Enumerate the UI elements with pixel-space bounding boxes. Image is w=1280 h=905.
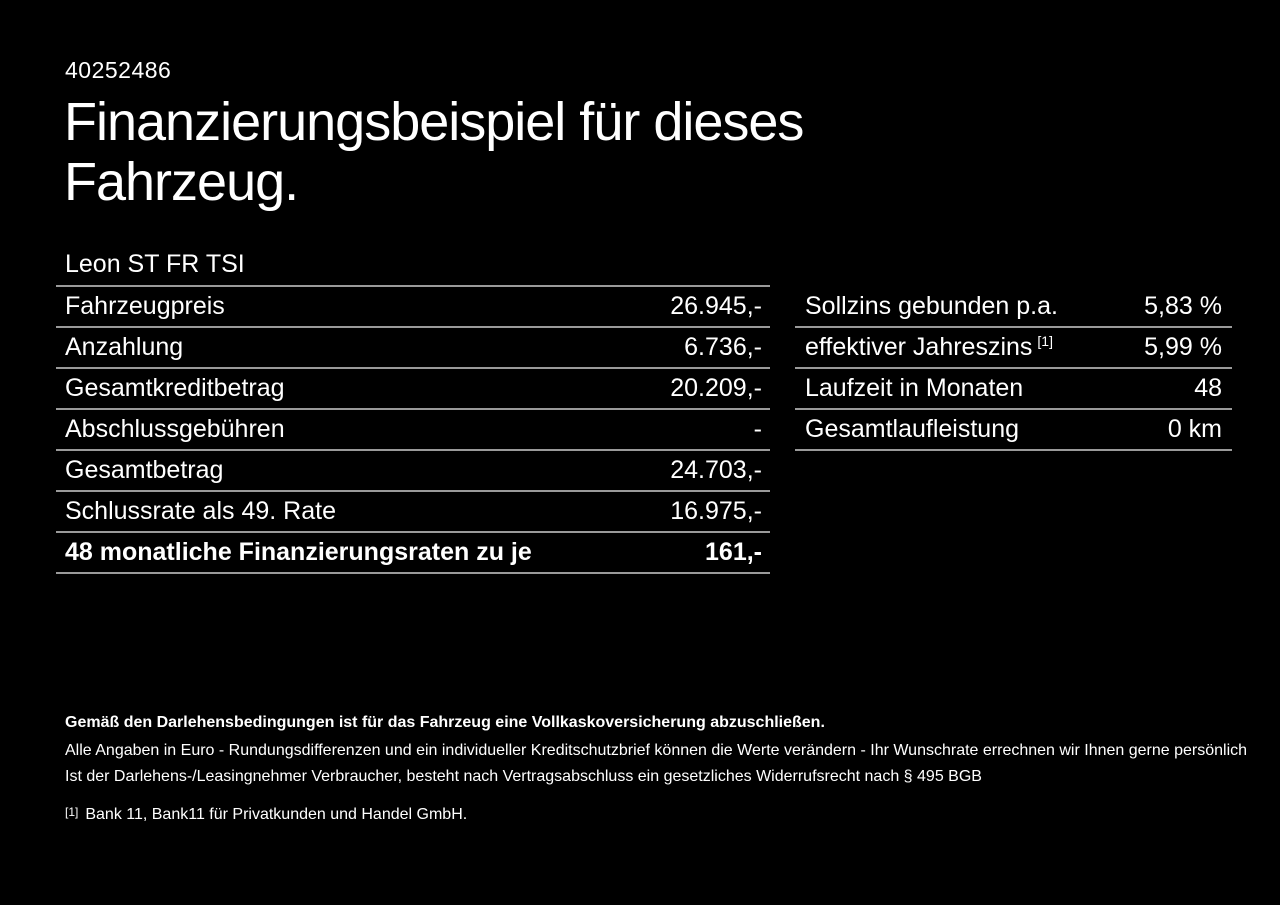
finance-row-final-rate: Schlussrate als 49. Rate 16.975,- xyxy=(56,492,770,533)
row-value: 0 km xyxy=(1167,415,1222,443)
disclaimer-line-1: Alle Angaben in Euro - Rundungsdifferenz… xyxy=(65,742,1248,759)
row-value: 24.703,- xyxy=(670,456,762,484)
footnote-text: Bank 11, Bank11 für Privatkunden und Han… xyxy=(85,806,468,823)
footnote-marker: [1] xyxy=(65,805,79,819)
row-label: Fahrzeugpreis xyxy=(65,292,225,320)
row-label: Gesamtbetrag xyxy=(65,456,224,484)
row-label: Schlussrate als 49. Rate xyxy=(65,497,336,525)
row-value: 26.945,- xyxy=(670,292,762,320)
finance-row-total-amount: Gesamtbetrag 24.703,- xyxy=(56,451,770,492)
disclaimer-line-2: Ist der Darlehens-/Leasingnehmer Verbrau… xyxy=(65,768,982,785)
row-label: Laufzeit in Monaten xyxy=(805,374,1024,402)
footnote-marker: [1] xyxy=(1037,333,1053,349)
page-title: Finanzierungsbeispiel für dieses Fahrzeu… xyxy=(64,92,804,212)
row-label: Gesamtkreditbetrag xyxy=(65,374,285,402)
row-value: 16.975,- xyxy=(670,497,762,525)
conditions-table: Sollzins gebunden p.a. 5,83 % effektiver… xyxy=(795,287,1232,451)
row-value: 5,99 % xyxy=(1144,333,1222,361)
insurance-note: Gemäß den Darlehensbedingungen ist für d… xyxy=(65,714,825,731)
footer-notes: Gemäß den Darlehensbedingungen ist für d… xyxy=(65,710,1280,828)
row-value: 5,83 % xyxy=(1144,292,1222,320)
row-value: 48 xyxy=(1194,374,1222,402)
conditions-row-effective-interest: effektiver Jahreszins [1] 5,99 % xyxy=(795,328,1232,369)
row-label: 48 monatliche Finanzierungsraten zu je xyxy=(65,538,532,566)
row-value: 20.209,- xyxy=(670,374,762,402)
row-label-text: effektiver Jahreszins xyxy=(805,333,1033,361)
row-label: Gesamtlaufleistung xyxy=(805,415,1020,443)
bank-footnote: [1] Bank 11, Bank11 für Privatkunden und … xyxy=(65,799,1280,828)
finance-row-down-payment: Anzahlung 6.736,- xyxy=(56,328,770,369)
row-value: - xyxy=(753,415,762,443)
vehicle-id: 40252486 xyxy=(65,57,172,83)
row-label: Sollzins gebunden p.a. xyxy=(805,292,1058,320)
finance-row-vehicle-price: Fahrzeugpreis 26.945,- xyxy=(56,287,770,328)
finance-row-total-credit: Gesamtkreditbetrag 20.209,- xyxy=(56,369,770,410)
row-value: 161,- xyxy=(705,538,762,566)
conditions-row-nominal-interest: Sollzins gebunden p.a. 5,83 % xyxy=(795,287,1232,328)
row-value: 6.736,- xyxy=(684,333,762,361)
conditions-row-term-months: Laufzeit in Monaten 48 xyxy=(795,369,1232,410)
finance-row-closing-fees: Abschlussgebühren - xyxy=(56,410,770,451)
conditions-row-total-mileage: Gesamtlaufleistung 0 km xyxy=(795,410,1232,451)
finance-table: Fahrzeugpreis 26.945,- Anzahlung 6.736,-… xyxy=(56,285,770,574)
row-label: effektiver Jahreszins [1] xyxy=(805,333,1053,362)
row-label: Anzahlung xyxy=(65,333,184,361)
finance-row-monthly-rate: 48 monatliche Finanzierungsraten zu je 1… xyxy=(56,533,770,574)
row-label: Abschlussgebühren xyxy=(65,415,285,443)
vehicle-model: Leon ST FR TSI xyxy=(65,250,245,278)
